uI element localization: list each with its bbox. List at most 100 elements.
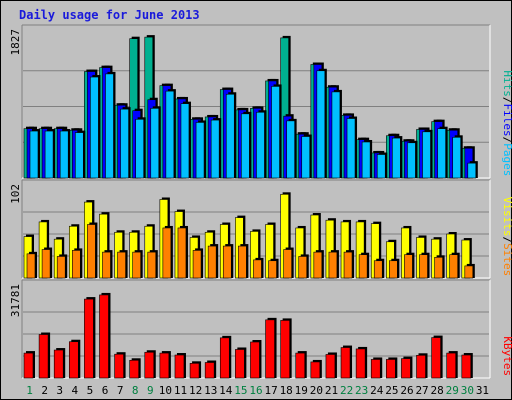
x-tick-label-day-28: 28: [431, 384, 444, 397]
bar-pages-day-3: Pages 3: 600: [59, 129, 71, 179]
bar-sites-day-3: Sites 3: 25: [56, 254, 68, 279]
bar-sites-day-15: Sites 15: 37: [238, 244, 249, 279]
legend-kbytes: KBytes: [501, 336, 512, 376]
x-tick-label-day-23: 23: [355, 384, 368, 397]
x-tick-label-day-13: 13: [204, 384, 217, 397]
x-tick-label-day-22: 22: [340, 384, 353, 397]
x-tick-label-day-8: 8: [132, 384, 139, 397]
bar-kbytes-day-22: KBytes 22: 11000: [340, 345, 353, 379]
bar-sites-day-13: Sites 13: 37: [207, 244, 219, 279]
bar-sites-day-8: Sites 8: 30: [132, 250, 143, 279]
legend-top: Hits/Files/Pages: [501, 70, 512, 176]
legend-pages: Pages: [501, 143, 512, 176]
legend-visits: Visits: [501, 197, 512, 237]
x-tick-label-day-29: 29: [446, 384, 459, 397]
legend-middle: Visits/Sites: [501, 197, 512, 276]
x-tick-label-day-1: 1: [26, 384, 33, 397]
bar-kbytes-day-1: KBytes 1: 9000: [23, 351, 35, 379]
bar-pages-day-22: Pages 22: 760: [346, 116, 358, 179]
bar-kbytes-day-19: KBytes 19: 9000: [295, 351, 307, 379]
legend-bottom: KBytes: [501, 336, 512, 376]
bar-kbytes-day-7: KBytes 7: 8600: [114, 352, 126, 379]
bar-sites-day-11: Sites 11: 58: [177, 225, 188, 279]
bar-pages-day-15: Pages 15: 820: [241, 111, 252, 179]
bar-pages-day-30: Pages 30: 190: [467, 161, 478, 179]
x-tick-label-day-4: 4: [72, 384, 79, 397]
x-tick-label-day-16: 16: [249, 384, 262, 397]
x-tick-label-day-9: 9: [147, 384, 154, 397]
bar-pages-day-17: Pages 17: 1170: [271, 84, 282, 179]
bar-pages-day-8: Pages 8: 750: [135, 117, 146, 179]
bar-kbytes-day-21: KBytes 21: 8500: [325, 352, 337, 379]
bar-kbytes-day-27: KBytes 27: 8200: [416, 353, 428, 379]
bar-pages-day-29: Pages 29: 520: [452, 135, 463, 179]
y-max-label-bottom: 31781: [9, 284, 22, 317]
x-tick-label-day-18: 18: [280, 384, 293, 397]
bar-pages-day-4: Pages 4: 580: [74, 130, 86, 179]
bar-pages-day-20: Pages 20: 1370: [316, 68, 327, 179]
bar-sites-day-27: Sites 27: 27: [419, 252, 430, 279]
bar-kbytes-day-23: KBytes 23: 10500: [355, 346, 368, 379]
bar-pages-day-13: Pages 13: 740: [210, 118, 222, 179]
bar-kbytes-day-18: KBytes 18: 20800: [280, 318, 292, 379]
bar-pages-day-24: Pages 24: 300: [376, 152, 388, 179]
bar-pages-day-10: Pages 10: 1110: [165, 89, 176, 179]
x-tick-label-day-10: 10: [159, 384, 172, 397]
x-tick-label-day-19: 19: [295, 384, 308, 397]
bar-sites-day-19: Sites 19: 25: [298, 254, 309, 279]
bar-kbytes-day-6: KBytes 6: 30000: [99, 292, 111, 379]
bar-sites-day-18: Sites 18: 33: [283, 247, 294, 279]
bar-sites-day-29: Sites 29: 27: [449, 252, 460, 279]
x-tick-label-day-11: 11: [174, 384, 187, 397]
legend-sites: Sites: [501, 243, 512, 276]
bar-pages-day-21: Pages 21: 1100: [331, 89, 342, 179]
legend-separator: /: [501, 137, 512, 144]
bar-pages-day-7: Pages 7: 880: [120, 107, 131, 179]
x-tick-label-day-6: 6: [102, 384, 109, 397]
bar-sites-day-25: Sites 25: 20: [389, 258, 400, 279]
bar-sites-day-30: Sites 30: 14: [464, 263, 475, 279]
bar-sites-day-23: Sites 23: 27: [358, 252, 370, 279]
bar-sites-day-14: Sites 14: 37: [222, 244, 234, 279]
bar-kbytes-day-11: KBytes 11: 8300: [174, 353, 186, 379]
bar-kbytes-day-25: KBytes 25: 6700: [386, 357, 398, 379]
bar-kbytes-day-12: KBytes 12: 5300: [189, 361, 202, 379]
bar-pages-day-28: Pages 28: 630: [437, 126, 448, 179]
x-tick-label-day-30: 30: [461, 384, 474, 397]
bar-pages-day-19: Pages 19: 530: [301, 134, 312, 179]
bar-kbytes-day-28: KBytes 28: 14600: [431, 335, 443, 379]
bar-sites-day-24: Sites 24: 20: [373, 258, 385, 279]
x-tick-label-day-5: 5: [87, 384, 94, 397]
x-tick-label-day-31: 31: [476, 384, 489, 397]
bar-kbytes-day-16: KBytes 16: 13000: [250, 340, 262, 379]
bar-kbytes-day-20: KBytes 20: 5800: [310, 359, 322, 379]
bar-kbytes-day-5: KBytes 5: 28500: [84, 297, 96, 379]
bar-kbytes-day-9: KBytes 9: 9300: [144, 350, 156, 379]
bar-pages-day-27: Pages 27: 590: [422, 129, 433, 179]
x-tick-label-day-14: 14: [219, 384, 233, 397]
bar-kbytes-day-3: KBytes 3: 10100: [53, 348, 66, 379]
legend-files: Files: [501, 104, 512, 137]
legend-hits: Hits: [501, 70, 512, 97]
bar-sites-day-20: Sites 20: 30: [313, 250, 324, 279]
bar-sites-day-7: Sites 7: 30: [117, 250, 128, 279]
bar-kbytes-day-14: KBytes 14: 14500: [219, 335, 232, 379]
bar-pages-day-5: Pages 5: 1290: [90, 75, 101, 179]
bar-sites-day-2: Sites 2: 33: [41, 247, 53, 279]
x-tick-label-day-12: 12: [189, 384, 202, 397]
bar-kbytes-day-26: KBytes 26: 7000: [401, 356, 413, 379]
bar-kbytes-day-4: KBytes 4: 13100: [68, 339, 81, 379]
x-tick-label-day-20: 20: [310, 384, 323, 397]
bar-kbytes-day-15: KBytes 15: 10300: [235, 347, 247, 379]
bar-pages-day-18: Pages 18: 730: [286, 118, 297, 179]
bar-sites-day-17: Sites 17: 20: [268, 258, 279, 279]
bar-sites-day-28: Sites 28: 24: [434, 255, 445, 279]
bar-kbytes-day-24: KBytes 24: 6700: [370, 357, 383, 379]
x-tick-label-day-21: 21: [325, 384, 338, 397]
x-tick-label-day-3: 3: [56, 384, 63, 397]
chart-title: Daily usage for June 2013: [19, 8, 200, 22]
x-tick-label-day-24: 24: [370, 384, 384, 397]
bar-kbytes-day-13: KBytes 13: 5600: [204, 360, 217, 379]
y-max-label-top: 1827: [9, 29, 22, 56]
